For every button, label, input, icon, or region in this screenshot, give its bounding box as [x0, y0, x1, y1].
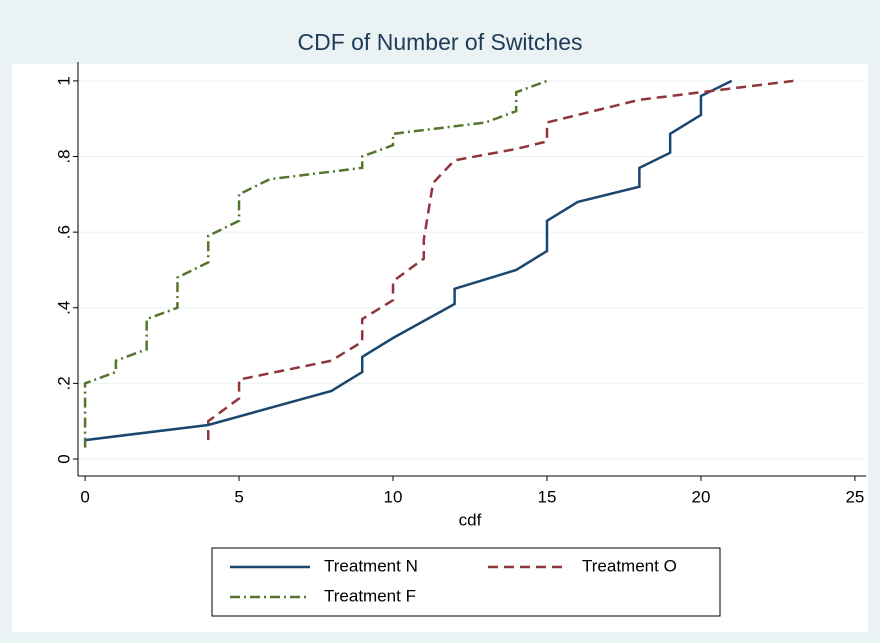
legend-label: Treatment O [582, 556, 677, 575]
series-line [84, 79, 733, 442]
x-tick-label: 25 [845, 487, 864, 506]
y-tick-label: .2 [54, 376, 73, 390]
legend-label: Treatment N [324, 556, 418, 575]
x-axis-label: cdf [459, 510, 482, 529]
x-tick-label: 15 [538, 487, 557, 506]
legend-label: Treatment F [324, 586, 416, 605]
y-tick-label: 1 [54, 76, 73, 85]
x-tick-label: 0 [80, 487, 89, 506]
x-tick-label: 20 [691, 487, 710, 506]
chart-title: CDF of Number of Switches [297, 29, 582, 55]
series-line [207, 79, 794, 441]
legend [211, 547, 721, 617]
x-tick-label: 5 [234, 487, 243, 506]
y-tick-label: .8 [54, 149, 73, 163]
inner-region [12, 64, 868, 632]
y-tick-label: .4 [54, 301, 73, 315]
y-tick-label: 0 [54, 454, 73, 463]
y-tick-label: .6 [54, 225, 73, 239]
x-tick-label: 10 [384, 487, 403, 506]
